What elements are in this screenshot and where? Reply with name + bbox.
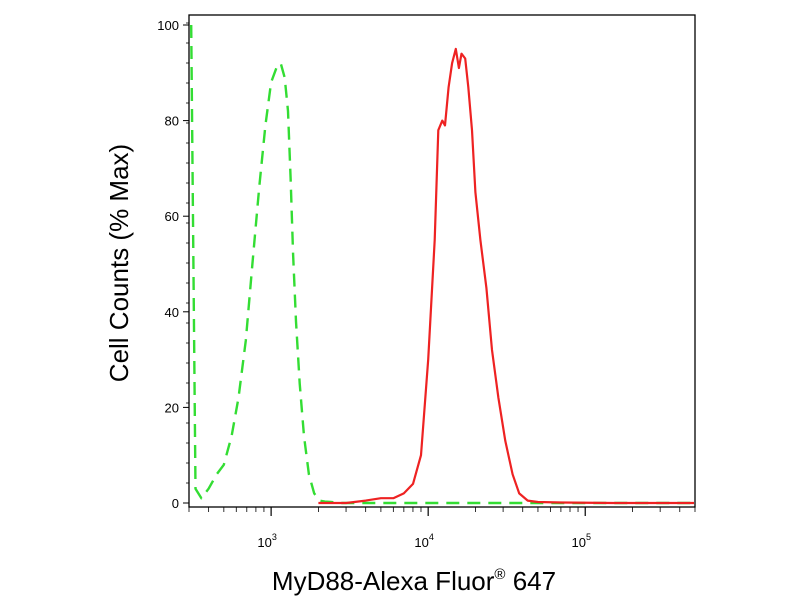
- y-axis-label: Cell Counts (% Max): [104, 144, 134, 382]
- series-line-2: [318, 47, 694, 505]
- plot-frame: [188, 14, 696, 508]
- y-tick-label: 100: [157, 18, 179, 33]
- x-axis-label: MyD88-Alexa Fluor® 647: [272, 566, 556, 596]
- x-tick-label: 105: [571, 532, 590, 550]
- x-tick-label: 104: [414, 532, 433, 550]
- series-line-1: [190, 24, 694, 505]
- y-tick-label: 20: [165, 400, 179, 415]
- series-layer: [190, 24, 694, 505]
- x-axis-label-main: MyD88-Alexa Fluor: [272, 566, 495, 596]
- y-axis: 0 20 40 60 80 100: [157, 18, 189, 511]
- x-axis-label-suffix: 647: [505, 566, 556, 596]
- x-axis-label-sup: ®: [494, 566, 505, 583]
- x-tick-label: 103: [257, 532, 276, 550]
- x-axis: 103 104 105: [188, 507, 696, 550]
- y-tick-label: 0: [172, 496, 179, 511]
- y-tick-label: 80: [165, 114, 179, 129]
- y-tick-label: 60: [165, 209, 179, 224]
- y-tick-label: 40: [165, 305, 179, 320]
